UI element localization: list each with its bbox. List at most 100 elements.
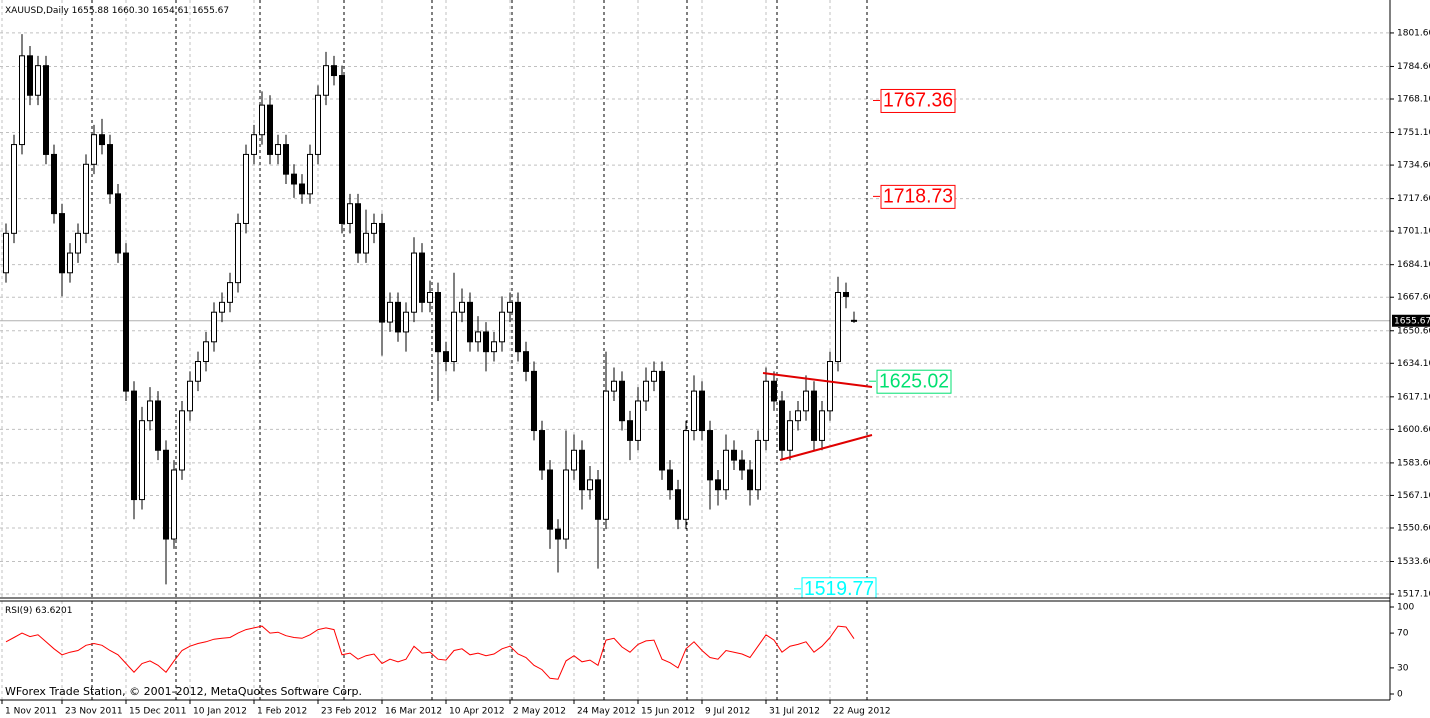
candle-body bbox=[571, 449, 577, 471]
candle-body bbox=[723, 449, 729, 491]
candle-body bbox=[563, 469, 569, 540]
candle-body bbox=[299, 183, 305, 195]
rsi-last: 63.6201 bbox=[35, 606, 72, 616]
candle-body bbox=[275, 144, 281, 155]
y-tick-label: 1600.60 bbox=[1397, 425, 1430, 435]
x-tick-label: 10 Apr 2012 bbox=[449, 707, 505, 717]
candle-body bbox=[27, 55, 33, 96]
candle-body bbox=[491, 341, 497, 353]
candle-body bbox=[51, 153, 57, 215]
candle-body bbox=[547, 469, 553, 530]
rsi-line bbox=[5, 625, 855, 680]
candle-body bbox=[3, 232, 9, 274]
x-tick-label: 23 Nov 2011 bbox=[65, 707, 123, 717]
annotation-label: 1625.02 bbox=[879, 370, 949, 392]
candle-body bbox=[211, 311, 217, 343]
candle-body bbox=[747, 469, 753, 491]
x-tick-label: 1 Nov 2011 bbox=[5, 707, 57, 717]
candle-body bbox=[763, 380, 769, 441]
price-panel: 1767.36 1718.73 1625.02 1519.77 bbox=[0, 0, 1390, 600]
y-tick-label: 1634.10 bbox=[1397, 359, 1430, 369]
candle-body bbox=[643, 380, 649, 402]
candle-body bbox=[195, 361, 201, 382]
candle-body bbox=[11, 144, 17, 234]
candle-body bbox=[315, 94, 321, 155]
y-tick-label: 1533.60 bbox=[1397, 557, 1430, 567]
annotation-box bbox=[880, 88, 956, 113]
candle-body bbox=[499, 311, 505, 343]
y-tick-label: 1801.60 bbox=[1397, 28, 1430, 38]
candle-body bbox=[171, 469, 177, 540]
candle-body bbox=[347, 203, 353, 224]
candle-body bbox=[667, 469, 673, 491]
candle-body bbox=[219, 301, 225, 313]
symbol: XAUUSD,Daily bbox=[5, 6, 69, 16]
candle-body bbox=[355, 203, 361, 254]
candle-body bbox=[507, 301, 513, 313]
rsi-title: RSI(9) bbox=[5, 606, 32, 616]
trend-line bbox=[779, 434, 873, 461]
x-tick-label: 10 Jan 2012 bbox=[193, 707, 247, 717]
candle-body bbox=[131, 390, 137, 501]
candle-body bbox=[379, 222, 385, 323]
y-tick-label: 1550.60 bbox=[1397, 523, 1430, 533]
y-tick-label: 1667.60 bbox=[1397, 293, 1430, 303]
candle-body bbox=[675, 489, 681, 520]
candle-body bbox=[339, 75, 345, 224]
candle-body bbox=[755, 439, 761, 491]
candle-body bbox=[35, 65, 41, 96]
annotation-label: 1519.77 bbox=[804, 578, 874, 600]
y-tick-label: 1517.10 bbox=[1397, 590, 1430, 600]
candle-body bbox=[531, 370, 537, 432]
y-tick-label: 1567.10 bbox=[1397, 491, 1430, 501]
candle-body bbox=[819, 410, 825, 441]
candle-body bbox=[91, 134, 97, 165]
y-tick-label: 1684.10 bbox=[1397, 260, 1430, 270]
y-tick-label: 1751.10 bbox=[1397, 128, 1430, 138]
candle-body bbox=[555, 528, 561, 540]
candle-body bbox=[267, 104, 273, 155]
candle-body bbox=[59, 213, 65, 274]
y-tick-label: 1650.60 bbox=[1397, 326, 1430, 336]
rsi-panel bbox=[1, 601, 868, 700]
candle-body bbox=[99, 134, 105, 146]
x-tick-label: 23 Feb 2012 bbox=[321, 707, 377, 717]
candle-body bbox=[683, 430, 689, 520]
x-tick-label: 15 Dec 2011 bbox=[129, 707, 187, 717]
candle-body bbox=[635, 400, 641, 441]
candle-body bbox=[451, 311, 457, 363]
y-tick-label: 1617.10 bbox=[1397, 392, 1430, 402]
annotation-box bbox=[801, 577, 877, 598]
candle-body bbox=[75, 232, 81, 254]
candle-body bbox=[515, 301, 521, 353]
candle-body bbox=[419, 252, 425, 303]
candle-body bbox=[243, 153, 249, 224]
candle-body bbox=[627, 420, 633, 441]
candle-body bbox=[139, 420, 145, 501]
y-tick-label: 30 bbox=[1397, 663, 1409, 673]
candle-body bbox=[331, 65, 337, 77]
y-tick-label: 1784.60 bbox=[1397, 62, 1430, 72]
candle-body bbox=[579, 449, 585, 491]
x-tick-label: 1 Feb 2012 bbox=[257, 707, 307, 717]
x-tick-label: 24 May 2012 bbox=[577, 707, 636, 717]
candle-body bbox=[811, 390, 817, 441]
candle-body bbox=[307, 153, 313, 195]
y-tick-label: 1717.60 bbox=[1397, 194, 1430, 204]
candle-body bbox=[403, 311, 409, 333]
candle-body bbox=[467, 301, 473, 343]
candle-body bbox=[147, 400, 153, 422]
candle-body bbox=[587, 479, 593, 491]
candle-body bbox=[163, 449, 169, 540]
candle-body bbox=[707, 430, 713, 481]
candle-body bbox=[795, 410, 801, 422]
candle-body bbox=[787, 420, 793, 451]
candle-body bbox=[427, 291, 433, 303]
candle-body bbox=[411, 252, 417, 313]
candle-body bbox=[123, 252, 129, 392]
candle-body bbox=[67, 252, 73, 274]
candle-body bbox=[603, 390, 609, 520]
y-tick-label: 1583.60 bbox=[1397, 458, 1430, 468]
